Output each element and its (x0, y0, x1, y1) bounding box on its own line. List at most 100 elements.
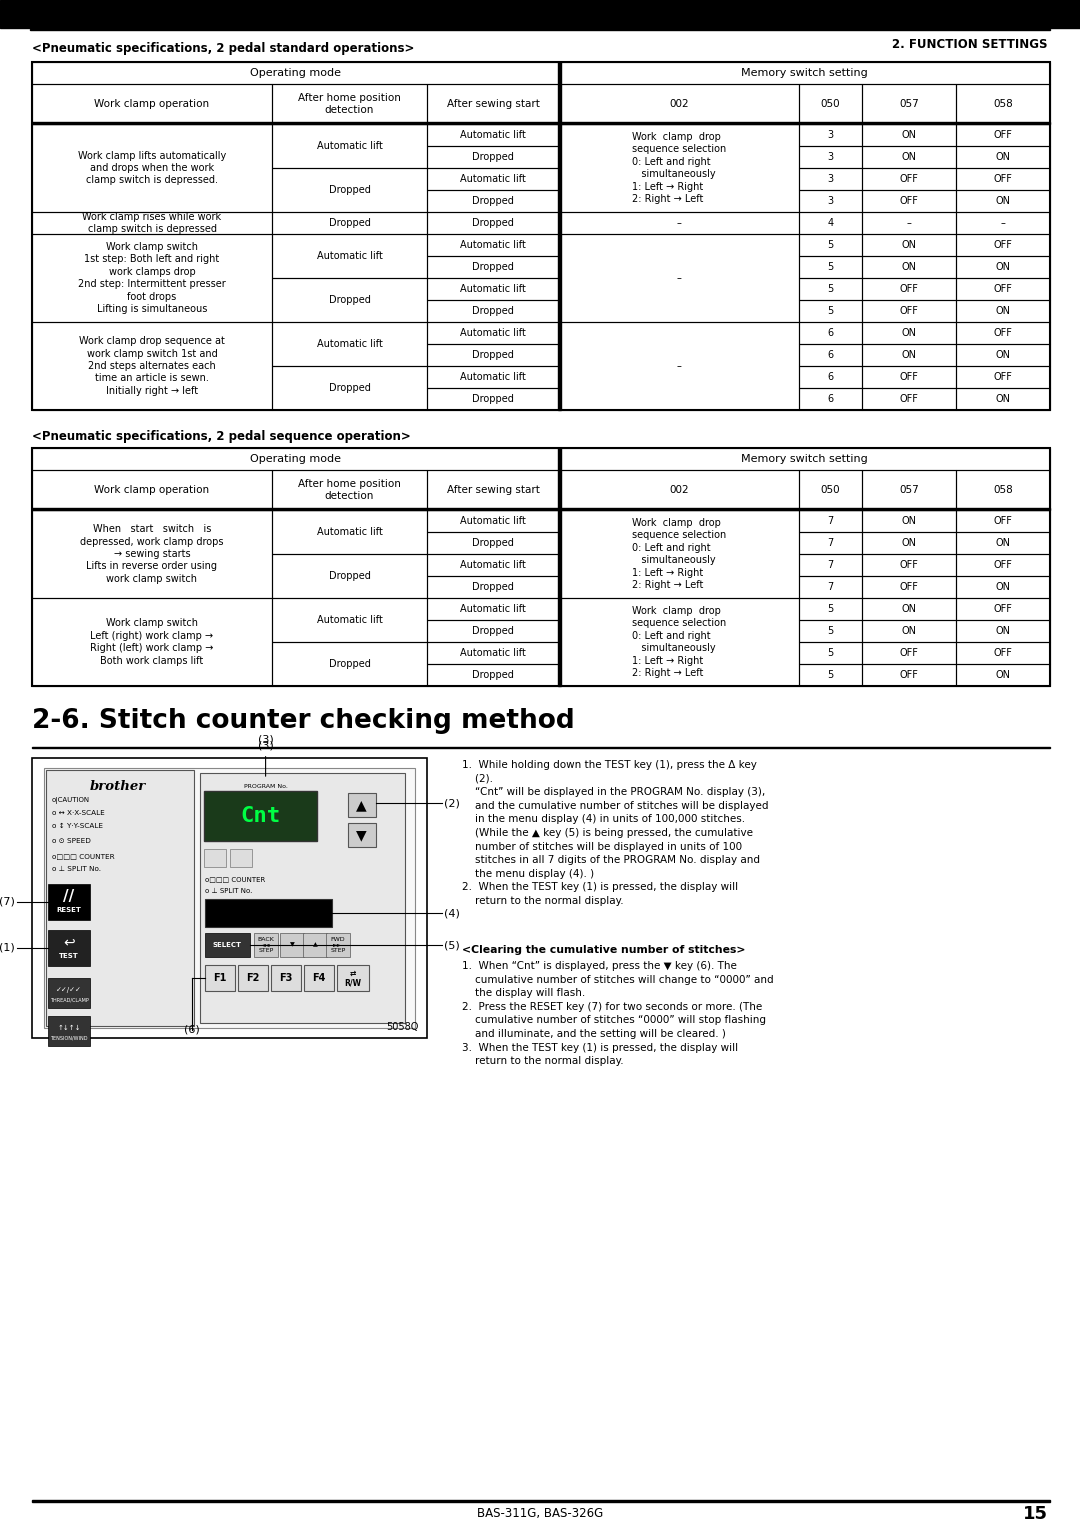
Text: 7: 7 (827, 516, 834, 526)
Bar (272, 124, 427, 168)
Text: (6): (6) (184, 1025, 200, 1034)
Text: Automatic lift: Automatic lift (460, 174, 526, 183)
Text: OFF: OFF (900, 559, 918, 570)
Bar (204, 792, 316, 840)
Bar (799, 532, 862, 555)
Bar (956, 278, 1050, 299)
Text: Work  clamp  drop
sequence selection
0: Left and right
   simultaneously
1: Left: Work clamp drop sequence selection 0: Le… (632, 131, 726, 205)
Text: OFF: OFF (994, 174, 1012, 183)
Bar (348, 793, 376, 817)
Text: 5: 5 (827, 626, 834, 636)
Text: Automatic lift: Automatic lift (316, 339, 382, 348)
Text: ON: ON (902, 240, 917, 251)
Text: ✓✓/✓✓: ✓✓/✓✓ (56, 987, 82, 993)
Text: After sewing start: After sewing start (446, 99, 539, 108)
Text: 5: 5 (827, 648, 834, 659)
Text: OFF: OFF (900, 306, 918, 316)
Bar (862, 344, 956, 367)
Bar (799, 344, 862, 367)
Bar (862, 665, 956, 686)
Bar (862, 84, 956, 124)
Text: 7: 7 (827, 582, 834, 591)
Bar (427, 471, 559, 510)
Text: (1): (1) (0, 943, 15, 953)
Text: o ⊙ SPEED: o ⊙ SPEED (52, 837, 91, 843)
Text: ↑↓↑↓: ↑↓↑↓ (57, 1025, 81, 1031)
Bar (559, 124, 799, 212)
Text: Dropped: Dropped (328, 185, 370, 196)
Text: 057: 057 (900, 484, 919, 495)
Bar (32, 63, 559, 84)
Text: Automatic lift: Automatic lift (316, 527, 382, 536)
Bar (956, 555, 1050, 576)
Text: 6: 6 (827, 371, 834, 382)
Text: OFF: OFF (900, 648, 918, 659)
Text: 057: 057 (900, 99, 919, 108)
Bar (862, 555, 956, 576)
Bar (559, 597, 799, 686)
Text: Automatic lift: Automatic lift (460, 559, 526, 570)
Text: Work clamp drop sequence at
work clamp switch 1st and
2nd steps alternates each
: Work clamp drop sequence at work clamp s… (79, 336, 225, 396)
Bar (204, 850, 226, 866)
Text: Work clamp switch
Left (right) work clamp →
Right (left) work clamp →
Both work : Work clamp switch Left (right) work clam… (91, 619, 214, 666)
Text: F4: F4 (312, 973, 326, 983)
Bar (956, 322, 1050, 344)
Bar (557, 63, 561, 410)
Bar (238, 966, 268, 992)
Bar (956, 84, 1050, 124)
Text: 6: 6 (827, 394, 834, 403)
Text: 5: 5 (827, 240, 834, 251)
Bar (200, 773, 405, 1024)
Text: brother: brother (90, 779, 146, 793)
Text: OFF: OFF (900, 669, 918, 680)
Bar (427, 84, 559, 124)
Bar (0, 0, 1080, 28)
Bar (956, 257, 1050, 278)
Bar (427, 367, 559, 388)
Bar (956, 299, 1050, 322)
Text: Dropped: Dropped (472, 261, 514, 272)
Bar (799, 147, 862, 168)
Bar (799, 168, 862, 189)
Text: Dropped: Dropped (472, 350, 514, 361)
Text: Dropped: Dropped (472, 626, 514, 636)
Bar (862, 322, 956, 344)
Text: Automatic lift: Automatic lift (460, 284, 526, 293)
Text: o ⊥ SPLIT No.: o ⊥ SPLIT No. (205, 888, 253, 894)
Text: <Clearing the cumulative number of stitches>: <Clearing the cumulative number of stitc… (462, 944, 745, 955)
Bar (427, 212, 559, 234)
Text: 6: 6 (827, 329, 834, 338)
Bar (272, 322, 427, 367)
Bar (799, 124, 862, 147)
Bar (799, 555, 862, 576)
Bar (427, 299, 559, 322)
Bar (799, 367, 862, 388)
Bar (427, 620, 559, 642)
Text: 5: 5 (827, 306, 834, 316)
Text: THREAD/CLAMP: THREAD/CLAMP (50, 998, 89, 1002)
Text: 1.  While holding down the TEST key (1), press the Δ key
    (2).
    “Cnt” will: 1. While holding down the TEST key (1), … (462, 759, 769, 906)
Bar (862, 642, 956, 665)
Bar (956, 597, 1050, 620)
Bar (862, 299, 956, 322)
Text: OFF: OFF (994, 604, 1012, 614)
Text: Dropped: Dropped (472, 151, 514, 162)
Bar (303, 966, 334, 992)
Bar (337, 966, 369, 992)
Bar (559, 84, 799, 124)
Text: o□□□ COUNTER: o□□□ COUNTER (205, 876, 266, 882)
Text: OFF: OFF (900, 284, 918, 293)
Bar (956, 124, 1050, 147)
Bar (427, 576, 559, 597)
Bar (32, 758, 427, 1038)
Text: BAS-311G, BAS-326G: BAS-311G, BAS-326G (477, 1508, 603, 1520)
Text: Dropped: Dropped (472, 669, 514, 680)
Text: After sewing start: After sewing start (446, 484, 539, 495)
Text: OFF: OFF (900, 582, 918, 591)
Text: Dropped: Dropped (472, 219, 514, 228)
Text: –: – (676, 361, 681, 371)
Bar (32, 84, 272, 124)
Text: ON: ON (902, 329, 917, 338)
Bar (427, 168, 559, 189)
Bar (272, 642, 427, 686)
